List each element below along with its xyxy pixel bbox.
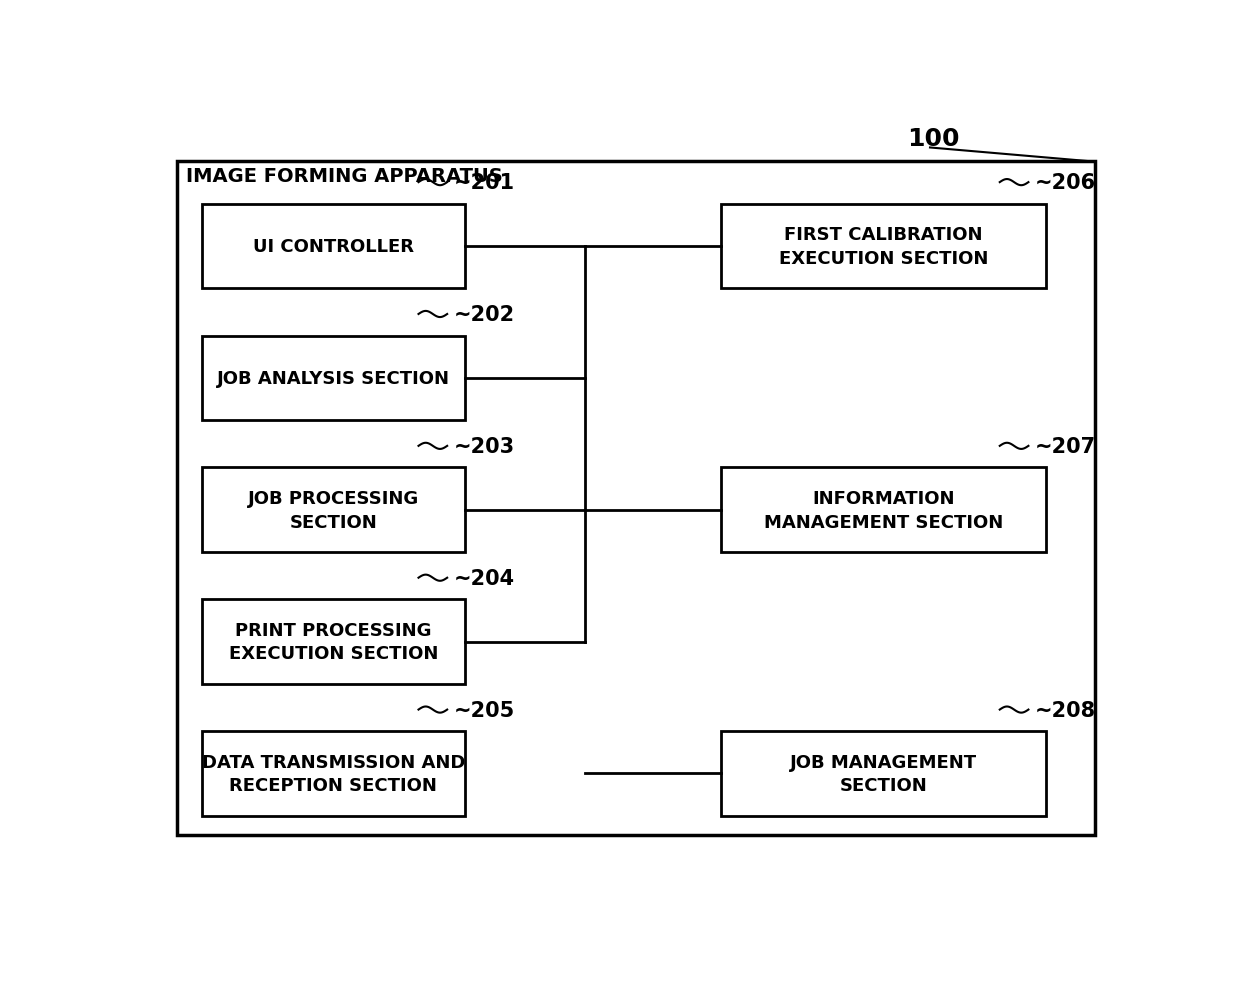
Text: ~204: ~204 <box>454 568 515 588</box>
Bar <box>201 732 465 816</box>
Text: ~206: ~206 <box>1034 173 1096 193</box>
Text: JOB PROCESSING
SECTION: JOB PROCESSING SECTION <box>248 489 419 531</box>
Text: ~205: ~205 <box>454 700 515 720</box>
Text: ~202: ~202 <box>454 305 515 324</box>
Text: ~207: ~207 <box>1034 437 1096 457</box>
Text: JOB MANAGEMENT
SECTION: JOB MANAGEMENT SECTION <box>790 753 977 795</box>
Text: FIRST CALIBRATION
EXECUTION SECTION: FIRST CALIBRATION EXECUTION SECTION <box>779 226 988 267</box>
Text: ~201: ~201 <box>454 173 515 193</box>
Text: PRINT PROCESSING
EXECUTION SECTION: PRINT PROCESSING EXECUTION SECTION <box>228 621 438 663</box>
Bar <box>201 336 465 421</box>
Text: ~203: ~203 <box>454 437 515 457</box>
Text: UI CONTROLLER: UI CONTROLLER <box>253 238 414 255</box>
Text: ~208: ~208 <box>1034 700 1096 720</box>
Text: JOB ANALYSIS SECTION: JOB ANALYSIS SECTION <box>217 370 450 387</box>
Bar <box>720 468 1047 552</box>
Bar <box>201 468 465 552</box>
Bar <box>720 732 1047 816</box>
Text: INFORMATION
MANAGEMENT SECTION: INFORMATION MANAGEMENT SECTION <box>764 489 1003 531</box>
Bar <box>176 162 1095 835</box>
Bar <box>201 204 465 289</box>
Bar <box>201 599 465 684</box>
Text: IMAGE FORMING APPARATUS: IMAGE FORMING APPARATUS <box>186 167 502 185</box>
Text: 100: 100 <box>908 127 960 151</box>
Text: DATA TRANSMISSION AND
RECEPTION SECTION: DATA TRANSMISSION AND RECEPTION SECTION <box>202 753 465 795</box>
Bar <box>720 204 1047 289</box>
